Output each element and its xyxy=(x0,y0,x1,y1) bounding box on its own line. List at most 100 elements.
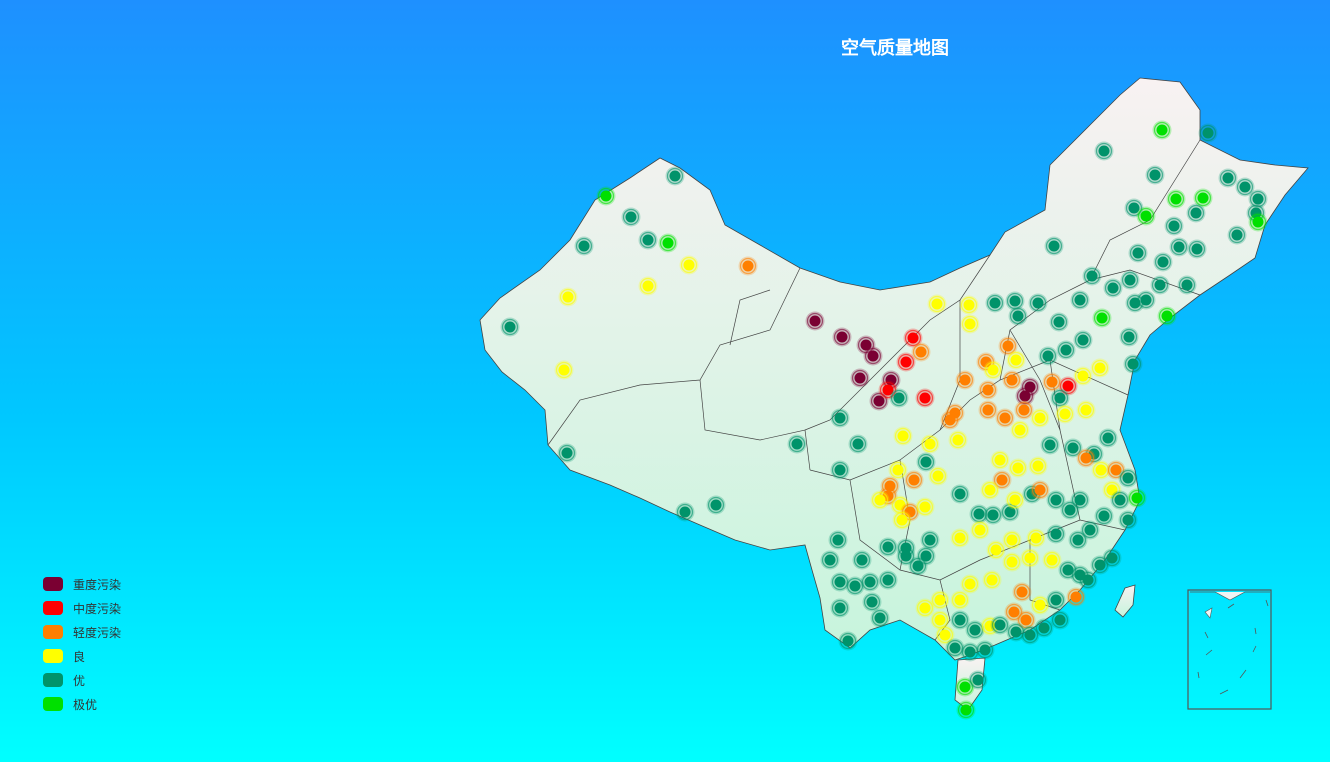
air-quality-points[interactable] xyxy=(500,120,1268,720)
station-point-excellent[interactable] xyxy=(1186,203,1206,223)
station-point-light-pollution[interactable] xyxy=(978,380,998,400)
station-point-excellent[interactable] xyxy=(1050,388,1070,408)
station-point-light-pollution[interactable] xyxy=(940,410,960,430)
station-point-good[interactable] xyxy=(935,625,955,645)
station-point-heavy-pollution[interactable] xyxy=(850,368,870,388)
legend-item-heavy[interactable]: 重度污染 xyxy=(43,572,121,596)
station-point-good[interactable] xyxy=(1030,408,1050,428)
station-point-excellent[interactable] xyxy=(665,166,685,186)
station-point-excellent[interactable] xyxy=(830,460,850,480)
station-point-excellent[interactable] xyxy=(1125,293,1145,313)
station-point-excellent[interactable] xyxy=(1136,290,1156,310)
station-point-excellent[interactable] xyxy=(1169,237,1189,257)
station-point-superb[interactable] xyxy=(1248,212,1268,232)
station-point-excellent[interactable] xyxy=(1058,560,1078,580)
legend-item-excellent[interactable]: 优 xyxy=(43,668,121,692)
station-point-excellent[interactable] xyxy=(960,642,980,662)
station-point-excellent[interactable] xyxy=(557,443,577,463)
station-point-excellent[interactable] xyxy=(1235,177,1255,197)
station-point-good[interactable] xyxy=(959,295,979,315)
legend-item-good[interactable]: 良 xyxy=(43,644,121,668)
station-point-light-pollution[interactable] xyxy=(978,400,998,420)
station-point-good[interactable] xyxy=(1030,595,1050,615)
station-point-superb[interactable] xyxy=(1092,308,1112,328)
station-point-excellent[interactable] xyxy=(1063,438,1083,458)
station-point-excellent[interactable] xyxy=(1248,189,1268,209)
station-point-good[interactable] xyxy=(920,434,940,454)
station-point-good[interactable] xyxy=(1073,366,1093,386)
station-point-light-pollution[interactable] xyxy=(1014,400,1034,420)
station-point-good[interactable] xyxy=(960,574,980,594)
station-point-excellent[interactable] xyxy=(845,576,865,596)
station-point-superb[interactable] xyxy=(596,186,616,206)
station-point-excellent[interactable] xyxy=(820,550,840,570)
station-point-excellent[interactable] xyxy=(950,484,970,504)
station-point-good[interactable] xyxy=(1010,420,1030,440)
station-point-excellent[interactable] xyxy=(862,592,882,612)
station-point-light-pollution[interactable] xyxy=(1042,372,1062,392)
station-point-excellent[interactable] xyxy=(1110,490,1130,510)
station-point-light-pollution[interactable] xyxy=(1002,370,1022,390)
station-point-good[interactable] xyxy=(870,490,890,510)
station-point-excellent[interactable] xyxy=(1153,252,1173,272)
station-point-excellent[interactable] xyxy=(1005,291,1025,311)
station-point-good[interactable] xyxy=(890,495,910,515)
station-point-good[interactable] xyxy=(638,276,658,296)
station-point-good[interactable] xyxy=(960,314,980,334)
station-point-good[interactable] xyxy=(930,610,950,630)
station-point-excellent[interactable] xyxy=(1103,278,1123,298)
station-point-superb[interactable] xyxy=(658,233,678,253)
station-point-excellent[interactable] xyxy=(1128,243,1148,263)
station-point-excellent[interactable] xyxy=(1006,622,1026,642)
station-point-excellent[interactable] xyxy=(860,572,880,592)
legend-item-light[interactable]: 轻度污染 xyxy=(43,620,121,644)
station-point-excellent[interactable] xyxy=(1060,500,1080,520)
station-point-excellent[interactable] xyxy=(706,495,726,515)
station-point-excellent[interactable] xyxy=(916,452,936,472)
station-point-excellent[interactable] xyxy=(1198,123,1218,143)
station-point-excellent[interactable] xyxy=(1094,506,1114,526)
station-point-heavy-pollution[interactable] xyxy=(856,335,876,355)
station-point-good[interactable] xyxy=(1042,550,1062,570)
station-point-excellent[interactable] xyxy=(830,598,850,618)
station-point-light-pollution[interactable] xyxy=(1030,480,1050,500)
station-point-light-pollution[interactable] xyxy=(911,342,931,362)
station-point-excellent[interactable] xyxy=(1218,168,1238,188)
station-point-excellent[interactable] xyxy=(1164,216,1184,236)
station-point-excellent[interactable] xyxy=(950,610,970,630)
station-point-superb[interactable] xyxy=(1193,188,1213,208)
station-point-excellent[interactable] xyxy=(945,638,965,658)
legend-item-moderate[interactable]: 中度污染 xyxy=(43,596,121,620)
station-point-superb[interactable] xyxy=(1127,488,1147,508)
station-point-excellent[interactable] xyxy=(920,530,940,550)
station-point-excellent[interactable] xyxy=(896,538,916,558)
station-point-light-pollution[interactable] xyxy=(998,336,1018,356)
station-point-excellent[interactable] xyxy=(1034,618,1054,638)
station-point-superb[interactable] xyxy=(955,677,975,697)
station-point-excellent[interactable] xyxy=(1040,435,1060,455)
station-point-excellent[interactable] xyxy=(1020,625,1040,645)
station-point-good[interactable] xyxy=(927,294,947,314)
station-point-light-pollution[interactable] xyxy=(904,470,924,490)
station-point-excellent[interactable] xyxy=(1046,524,1066,544)
station-point-excellent[interactable] xyxy=(1049,312,1069,332)
station-point-excellent[interactable] xyxy=(1094,141,1114,161)
station-point-good[interactable] xyxy=(1006,350,1026,370)
station-point-good[interactable] xyxy=(915,497,935,517)
station-point-excellent[interactable] xyxy=(828,530,848,550)
station-point-good[interactable] xyxy=(990,450,1010,470)
station-point-excellent[interactable] xyxy=(848,434,868,454)
station-point-good[interactable] xyxy=(970,520,990,540)
station-point-excellent[interactable] xyxy=(878,537,898,557)
station-point-excellent[interactable] xyxy=(985,293,1005,313)
station-point-moderate-pollution[interactable] xyxy=(896,352,916,372)
station-point-excellent[interactable] xyxy=(1050,610,1070,630)
station-point-excellent[interactable] xyxy=(1123,354,1143,374)
station-point-good[interactable] xyxy=(1020,548,1040,568)
station-point-excellent[interactable] xyxy=(968,670,988,690)
station-point-good[interactable] xyxy=(983,360,1003,380)
station-point-excellent[interactable] xyxy=(870,608,890,628)
station-point-heavy-pollution[interactable] xyxy=(1020,377,1040,397)
station-point-light-pollution[interactable] xyxy=(1066,587,1086,607)
